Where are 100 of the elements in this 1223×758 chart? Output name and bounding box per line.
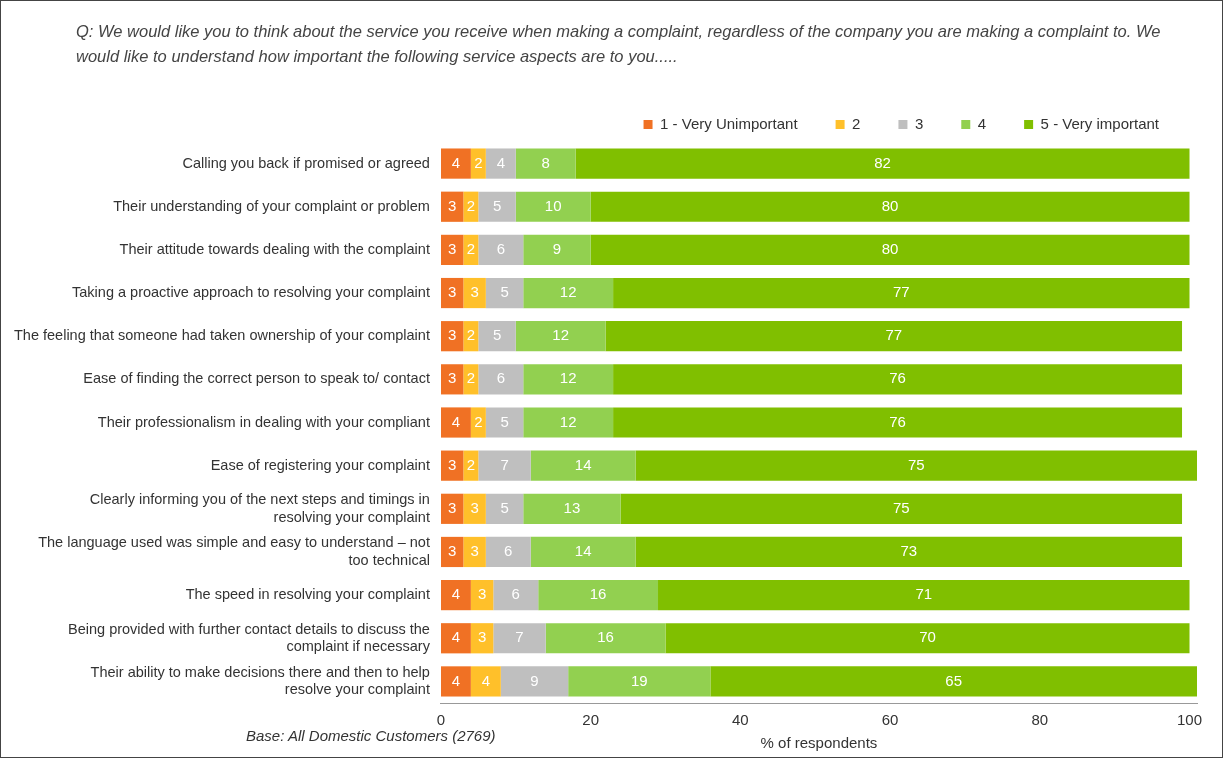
data-label: 5 bbox=[500, 498, 509, 516]
bar bbox=[665, 623, 1190, 654]
data-label: 80 bbox=[881, 196, 899, 214]
data-label: 3 bbox=[447, 455, 457, 473]
bar bbox=[590, 234, 1190, 265]
bar bbox=[523, 277, 614, 309]
data-label: 16 bbox=[597, 628, 614, 646]
y-tick-label: Clearly informing you of the next steps and timings in resolving your complaint bbox=[89, 491, 430, 525]
data-label: 5 bbox=[492, 326, 502, 344]
data-label: 4 bbox=[451, 412, 461, 430]
chart-title: Q: We would like you to think about the service you receive when making a complaint, regardless of the company you are making a complaint to. We would like to understand how important the following service aspects are to you..... bbox=[76, 21, 1162, 67]
y-tick-label: Their understanding of your complaint or problem bbox=[113, 197, 430, 214]
data-label: 3 bbox=[447, 542, 457, 560]
bar bbox=[485, 407, 524, 438]
data-label: 3 bbox=[447, 196, 457, 214]
bar bbox=[493, 580, 539, 611]
bar bbox=[523, 234, 591, 265]
y-tick-label: Being provided with further contact details to discuss the complaint if necessary bbox=[68, 620, 431, 654]
bar bbox=[463, 450, 479, 481]
bar bbox=[493, 623, 546, 654]
data-label: 12 bbox=[559, 412, 577, 430]
legend-label: 4 bbox=[977, 114, 987, 132]
data-label: 3 bbox=[447, 326, 457, 344]
bar bbox=[613, 364, 1183, 395]
data-label: 70 bbox=[919, 628, 936, 646]
data-label: 3 bbox=[477, 628, 487, 646]
bar bbox=[470, 407, 486, 438]
bar bbox=[523, 407, 614, 438]
bar bbox=[463, 536, 486, 568]
data-label: 77 bbox=[892, 283, 910, 301]
data-label: 3 bbox=[447, 240, 457, 258]
data-label: 12 bbox=[559, 369, 577, 387]
data-label: 7 bbox=[500, 455, 509, 473]
x-tick-label: 80 bbox=[1031, 711, 1049, 729]
x-tick-label: 40 bbox=[732, 711, 749, 729]
x-tick-label: 0 bbox=[436, 711, 446, 729]
data-label: 9 bbox=[530, 671, 539, 689]
data-label: 4 bbox=[451, 585, 461, 603]
data-label: 82 bbox=[874, 153, 891, 171]
legend-label: 5 - Very important bbox=[1040, 114, 1160, 132]
bar bbox=[613, 277, 1190, 309]
data-label: 80 bbox=[881, 240, 899, 258]
bar bbox=[515, 191, 591, 222]
bar bbox=[545, 623, 666, 654]
data-label: 8 bbox=[541, 153, 550, 171]
data-label: 4 bbox=[496, 153, 505, 171]
data-label: 13 bbox=[563, 498, 581, 516]
data-label: 12 bbox=[552, 326, 570, 344]
data-label: 4 bbox=[451, 153, 461, 171]
bar bbox=[440, 580, 471, 611]
y-tick-label: Their professionalism in dealing with your compliant bbox=[97, 413, 430, 430]
bar bbox=[635, 536, 1183, 568]
bar bbox=[500, 666, 569, 697]
data-label: 5 bbox=[492, 196, 502, 214]
data-label: 5 bbox=[500, 283, 509, 301]
bar bbox=[478, 234, 524, 265]
x-tick-label: 20 bbox=[582, 711, 599, 729]
bar bbox=[485, 536, 531, 568]
bar bbox=[515, 321, 606, 352]
y-tick-label: Taking a proactive approach to resolving your complaint bbox=[72, 284, 430, 301]
data-label: 73 bbox=[900, 542, 918, 560]
bar bbox=[575, 148, 1190, 179]
data-label: 19 bbox=[630, 671, 648, 689]
y-tick-label: Calling you back if promised or agreed bbox=[182, 154, 430, 171]
legend-label: 1 - Very Unimportant bbox=[660, 114, 799, 132]
data-label: 6 bbox=[496, 240, 505, 258]
data-label: 2 bbox=[466, 240, 476, 258]
data-label: 6 bbox=[496, 369, 505, 387]
bar bbox=[470, 148, 486, 179]
data-label: 3 bbox=[447, 498, 457, 516]
bar bbox=[523, 493, 621, 524]
bar bbox=[635, 450, 1197, 481]
data-label: 2 bbox=[466, 455, 476, 473]
data-label: 7 bbox=[515, 628, 524, 646]
legend-label: 2 bbox=[852, 114, 861, 132]
data-label: 2 bbox=[474, 412, 483, 430]
data-label: 3 bbox=[447, 369, 457, 387]
bar bbox=[463, 234, 479, 265]
data-label: 14 bbox=[574, 455, 592, 473]
bar bbox=[590, 191, 1190, 222]
bar bbox=[605, 321, 1183, 352]
y-tick-label: Ease of finding the correct person to speak to/ contact bbox=[83, 370, 430, 387]
data-label: 4 bbox=[451, 671, 461, 689]
data-label: 2 bbox=[466, 326, 476, 344]
bar bbox=[710, 666, 1197, 697]
data-label: 75 bbox=[892, 498, 910, 516]
bar bbox=[478, 191, 516, 222]
bar bbox=[478, 321, 516, 352]
y-tick-label: The feeling that someone had taken ownership of your complaint bbox=[14, 327, 430, 344]
bar bbox=[485, 277, 524, 309]
data-label: 65 bbox=[945, 671, 963, 689]
data-label: 2 bbox=[474, 153, 483, 171]
data-label: 76 bbox=[889, 412, 906, 430]
data-label: 3 bbox=[447, 283, 457, 301]
bar bbox=[463, 321, 479, 352]
bar bbox=[440, 623, 471, 654]
data-label: 6 bbox=[504, 542, 513, 560]
bar bbox=[440, 148, 471, 179]
bar bbox=[463, 364, 479, 395]
bar bbox=[658, 580, 1190, 611]
